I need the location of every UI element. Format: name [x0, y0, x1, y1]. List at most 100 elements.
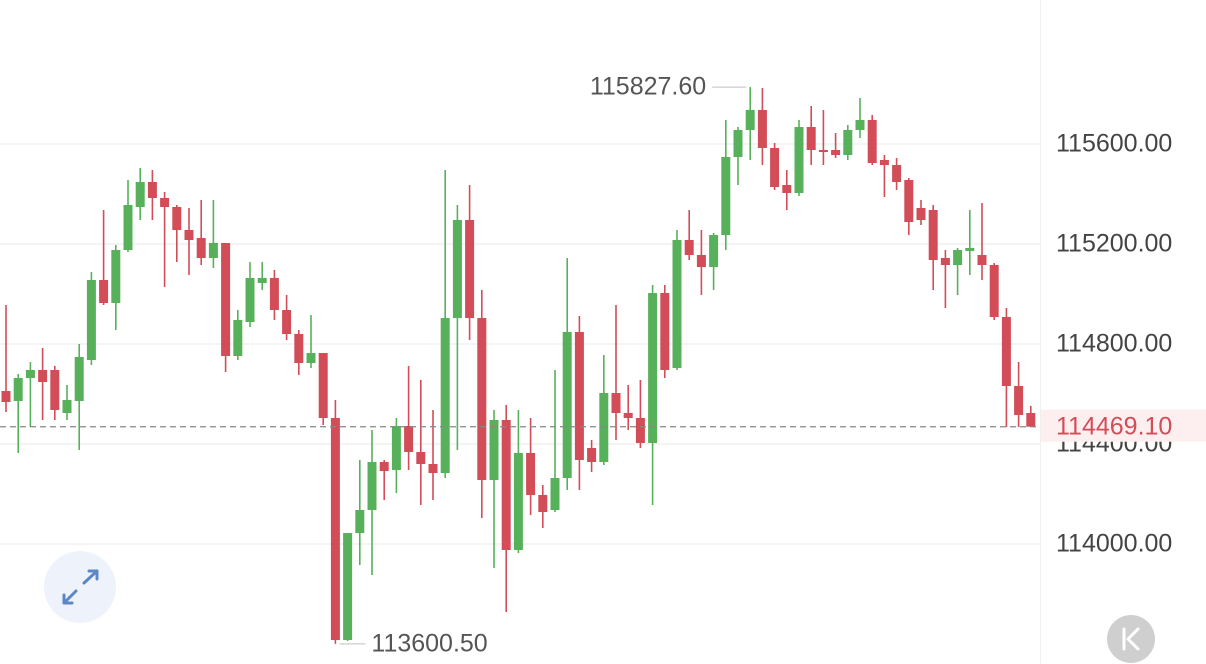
candle-body	[916, 208, 926, 220]
candle-body	[599, 393, 609, 462]
candle-body	[928, 210, 938, 260]
candle-body	[245, 278, 255, 322]
grid	[0, 143, 1040, 545]
candle-body	[660, 293, 670, 370]
candle-body	[904, 180, 914, 222]
candle-body	[635, 418, 645, 443]
candle-body	[269, 278, 279, 310]
candle-body	[709, 235, 719, 267]
candle-body	[538, 495, 548, 512]
last-price-bg	[1041, 409, 1206, 442]
candle-body	[74, 357, 84, 401]
candle-body	[233, 320, 243, 356]
candle-body	[843, 130, 853, 155]
candle-body	[330, 418, 340, 640]
candle-body	[282, 310, 292, 334]
candle-body	[818, 150, 828, 152]
candle-body	[452, 220, 462, 318]
candle-body	[184, 230, 194, 240]
candle-body	[562, 332, 572, 478]
candle-body	[1014, 386, 1024, 415]
candle-body	[989, 265, 999, 317]
collapse-button-bg[interactable]	[1107, 615, 1155, 663]
candle-body	[587, 448, 597, 462]
candle-body	[623, 413, 633, 418]
candle-body	[672, 240, 682, 368]
candle-body	[172, 207, 182, 230]
candle-body	[648, 293, 658, 443]
y-tick-label: 115200.00	[1056, 230, 1172, 258]
candle-body	[574, 332, 584, 460]
candle-body	[513, 453, 523, 550]
candle-body	[404, 426, 414, 452]
candle-body	[135, 182, 145, 207]
y-tick-label: 114800.00	[1056, 330, 1172, 358]
expand-icon[interactable]	[62, 569, 99, 605]
candle-body	[208, 243, 218, 258]
candle-body	[25, 370, 35, 378]
candle-body	[306, 353, 316, 363]
candle-body	[721, 157, 731, 235]
candle-body	[294, 334, 304, 363]
candle-body	[221, 243, 231, 356]
candle-body	[831, 150, 841, 155]
candle-body	[367, 462, 377, 510]
candle-body	[343, 533, 353, 640]
candle-body	[440, 318, 450, 473]
candle-body	[111, 250, 121, 303]
candle-body	[355, 510, 365, 533]
candle-body	[318, 353, 328, 418]
candle-body	[867, 120, 877, 163]
candle-body	[526, 453, 536, 495]
candle-body	[611, 393, 621, 413]
candle-body	[806, 127, 816, 150]
y-tick-label: 114000.00	[1056, 530, 1172, 558]
candle-body	[733, 130, 743, 157]
candle-body	[99, 280, 109, 303]
candle-body	[1001, 317, 1011, 386]
collapse-button[interactable]	[1107, 615, 1155, 663]
candle-body	[892, 165, 902, 182]
candle-body	[147, 182, 157, 198]
candle-body	[13, 378, 23, 401]
candle-body	[696, 255, 706, 267]
candle-body	[550, 478, 560, 510]
expand-button[interactable]	[44, 551, 116, 623]
last-price-label: 114469.10	[1056, 412, 1172, 440]
candle-body	[855, 120, 865, 130]
candle-body	[50, 370, 60, 410]
candle-body	[428, 464, 438, 473]
candle-body	[940, 258, 950, 265]
candle-body	[965, 248, 975, 251]
candle-body	[1026, 413, 1036, 427]
candle-body	[160, 198, 170, 207]
candle-body	[416, 452, 426, 464]
candle-body	[38, 370, 48, 382]
labels: 114000.00114400.00114800.00115200.001156…	[0, 73, 1206, 657]
collapse-icon[interactable]	[1122, 627, 1140, 651]
candle-body	[879, 160, 889, 165]
candle-body	[86, 280, 96, 360]
y-tick-label: 115600.00	[1056, 130, 1172, 158]
candle-body	[196, 238, 206, 258]
candle-body	[953, 250, 963, 265]
candle-body	[684, 240, 694, 255]
candle-body	[745, 110, 755, 130]
candle-body	[257, 278, 267, 283]
candle-body	[391, 426, 401, 470]
candle-body	[794, 127, 804, 193]
candle-body	[489, 420, 499, 480]
annotation-label: 113600.50	[371, 629, 487, 657]
candle-body	[977, 255, 987, 265]
annotation-label: 115827.60	[590, 73, 706, 101]
candles	[1, 87, 1036, 644]
candle-body	[782, 185, 792, 193]
candle-body	[62, 400, 72, 413]
candle-body	[501, 420, 511, 550]
candle-body	[465, 220, 475, 318]
candle-body	[757, 110, 767, 148]
candle-body	[123, 205, 133, 250]
expand-button-bg[interactable]	[44, 551, 116, 623]
candle-body	[477, 318, 487, 480]
